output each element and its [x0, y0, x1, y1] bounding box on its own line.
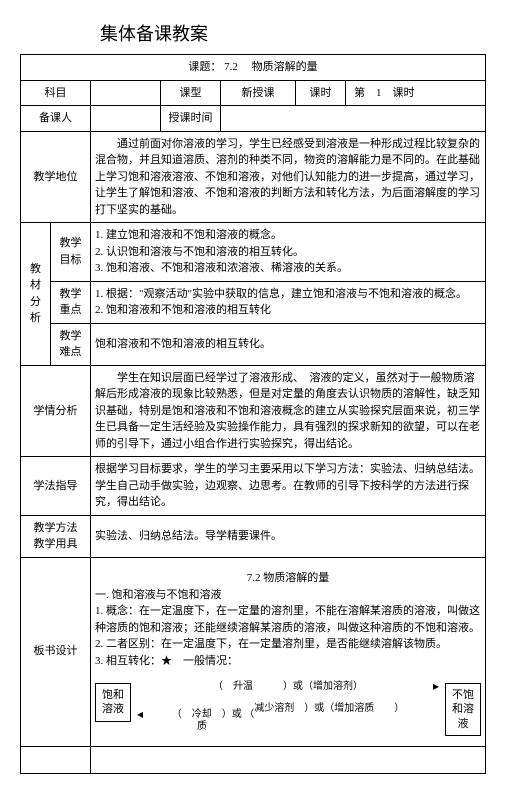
diagram-top-arrow: （ 升温 ）或（增加溶剂） ▸	[143, 679, 433, 694]
period-value: 第 1 课时	[346, 80, 486, 106]
diag-bottom-mid: 减少溶剂 ）或（增加溶质 ）	[254, 703, 404, 714]
empty-cell-left	[21, 746, 91, 773]
diagram-right-box: 不饱和溶液	[445, 683, 481, 736]
lesson-plan-table: 课题： 7.2 物质溶解的量 科目 课型 新授课 课时 第 1 课时 备课人 授…	[20, 54, 486, 774]
goal-text: 1. 建立饱和溶液和不饱和溶液的概念。 2. 认识饱和溶液与不饱和溶液的相互转化…	[91, 223, 486, 282]
goal-label: 教学目标	[51, 223, 91, 282]
conversion-diagram: 饱和溶液 不饱和溶液 （ 升温 ）或（增加溶剂） ▸ ◂ （ 冷却 ）或 （减少…	[95, 673, 481, 733]
position-label: 教学地位	[21, 131, 91, 223]
difficulty-text: 饱和溶液和不饱和溶液的相互转化。	[91, 323, 486, 365]
preparer-label: 备课人	[21, 106, 91, 132]
method-text: 根据学习目标要求，学生的学习主要采用以下学习方法：实验法、归纳总结法。学生自己动…	[91, 457, 486, 516]
subject-label: 科目	[21, 80, 91, 106]
analysis-group-label: 教材分析	[21, 223, 51, 366]
teachmethod-label: 教学方法教学用具	[21, 515, 91, 557]
arrow-right-icon: ▸	[433, 677, 439, 695]
student-label: 学情分析	[21, 365, 91, 457]
diag-top-text: （ 升温 ）或（增加溶剂）	[213, 681, 363, 692]
type-value: 新授课	[221, 80, 296, 106]
board-sec1: 一. 饱和溶液与不饱和溶液	[95, 587, 481, 604]
doc-title: 集体备课教案	[20, 20, 485, 46]
teachtime-value	[221, 106, 486, 132]
topic-name: 物质溶解的量	[252, 61, 318, 73]
focus-1: 1. 根据："观察活动"实验中获取的信息，建立饱和溶液与不饱和溶液的概念。	[95, 286, 481, 303]
diag-bottom-sub: 质	[197, 719, 207, 734]
diag-bottom-left: （ 冷却 ）或 （	[172, 709, 255, 720]
topic-num: 7.2	[224, 61, 238, 73]
period-num: 1	[376, 87, 382, 99]
student-content: 学生在知识层面已经学过了溶液形成、 溶液的定义，虽然对于一般物质溶解后形成溶液的…	[95, 370, 481, 453]
type-label: 课型	[161, 80, 221, 106]
preparer-value	[91, 106, 161, 132]
board-p3: 3. 相互转化：★ 一般情况：	[95, 653, 481, 670]
diagram-bottom-arrow: ◂ （ 冷却 ）或 （减少溶剂 ）或（增加溶质 ） 质	[143, 707, 433, 722]
method-label: 学法指导	[21, 457, 91, 516]
method-content: 根据学习目标要求，学生的学习主要采用以下学习方法：实验法、归纳总结法。学生自己动…	[95, 461, 481, 511]
position-text: 通过前面对你溶液的学习，学生已经感受到溶液是一种形成过程比较复杂的混合物，并且知…	[91, 131, 486, 223]
difficulty-label: 教学难点	[51, 323, 91, 365]
goal-3: 3. 饱和溶液、不饱和溶液和浓溶液、稀溶液的关系。	[95, 260, 481, 277]
teachtime-label: 授课时间	[161, 106, 221, 132]
topic-row: 课题： 7.2 物质溶解的量	[21, 55, 486, 81]
student-text: 学生在知识层面已经学过了溶液形成、 溶液的定义，虽然对于一般物质溶解后形成溶液的…	[91, 365, 486, 457]
arrow-left-icon: ◂	[137, 705, 143, 723]
position-content: 通过前面对你溶液的学习，学生已经感受到溶液是一种形成过程比较复杂的混合物，并且知…	[95, 136, 481, 219]
focus-label: 教学重点	[51, 281, 91, 323]
board-label: 板书设计	[21, 557, 91, 746]
board-p2: 2. 二者区别：在一定温度下，在一定量溶剂里，是否能继续溶解该物质。	[95, 636, 481, 653]
subject-value	[91, 80, 161, 106]
empty-cell-right	[91, 746, 486, 773]
focus-text: 1. 根据："观察活动"实验中获取的信息，建立饱和溶液与不饱和溶液的概念。 2.…	[91, 281, 486, 323]
teachmethod-text: 实验法、归纳总结法。导学精要课件。	[91, 515, 486, 557]
diag-bottom-mid-wrap: 减少溶剂 ）或（增加溶质 ）	[254, 703, 404, 714]
goal-2: 2. 认识饱和溶液与不饱和溶液的相互转化。	[95, 244, 481, 261]
board-p1: 1. 概念：在一定温度下，在一定量的溶剂里，不能在溶解某溶质的溶液，叫做这种溶质…	[95, 603, 481, 636]
period-suffix: 课时	[393, 87, 415, 99]
diagram-left-box: 饱和溶液	[95, 683, 131, 722]
board-title: 7.2 物质溶解的量	[95, 570, 481, 587]
goal-1: 1. 建立饱和溶液和不饱和溶液的概念。	[95, 227, 481, 244]
period-label: 课时	[296, 80, 346, 106]
board-content: 7.2 物质溶解的量 一. 饱和溶液与不饱和溶液 1. 概念：在一定温度下，在一…	[91, 557, 486, 746]
topic-label: 课题：	[188, 61, 221, 73]
period-prefix: 第	[354, 87, 365, 99]
focus-2: 2. 饱和溶液和不饱和溶液的相互转化	[95, 302, 481, 319]
